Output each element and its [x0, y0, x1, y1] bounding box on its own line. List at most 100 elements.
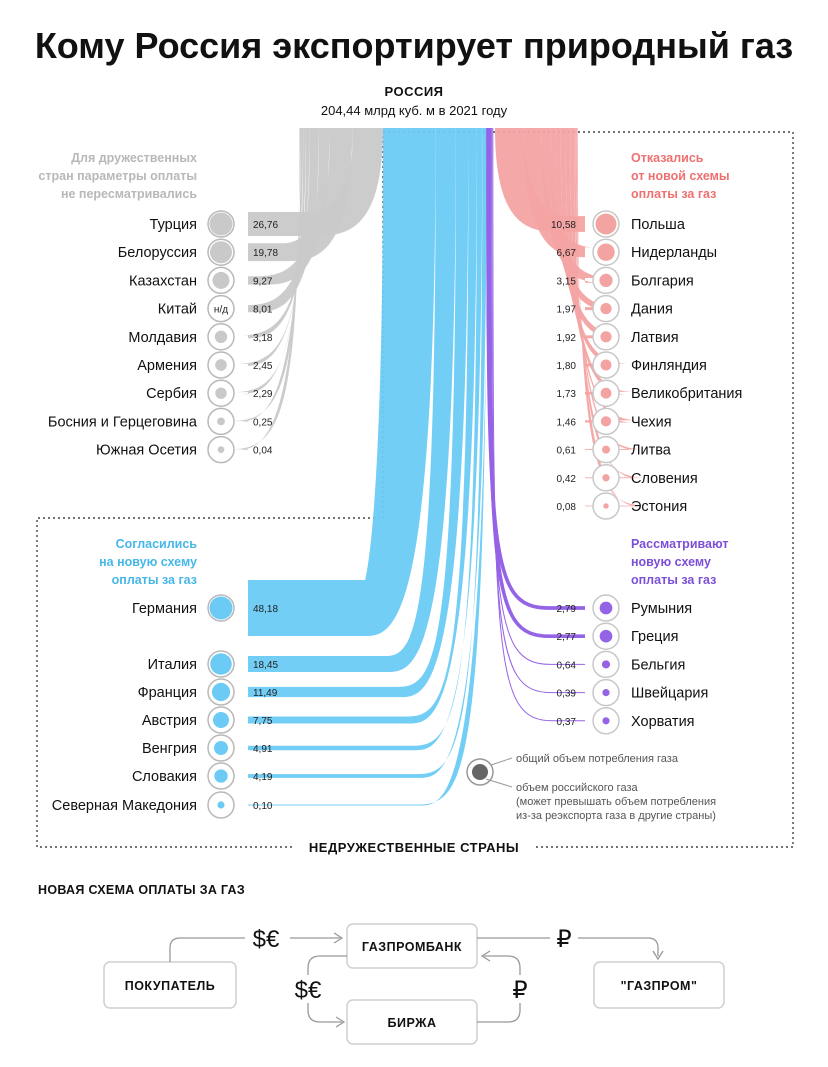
value-label: 0,08	[557, 502, 577, 513]
considering-note-line: Рассматривают	[631, 537, 728, 551]
country-label: Казахстан	[129, 273, 197, 289]
import-circle	[600, 302, 612, 315]
country-label: Литва	[631, 443, 672, 459]
country-label: Нидерланды	[631, 245, 717, 261]
value-label: 2,45	[253, 361, 273, 372]
value-label: 0,37	[557, 717, 577, 728]
legend-inner-label: из-за реэкспорта газа в другие страны)	[516, 810, 716, 822]
legend-leader	[485, 778, 513, 788]
bank-label: ГАЗПРОМБАНК	[362, 940, 462, 954]
flow-agreed	[248, 128, 488, 806]
country-label: Сербия	[146, 386, 197, 402]
value-label: 2,77	[557, 632, 577, 643]
import-circle	[209, 212, 233, 236]
unfriendly-label: НЕДРУЖЕСТВЕННЫЕ СТРАНЫ	[309, 840, 519, 855]
import-circle	[600, 387, 612, 399]
unfriendly-label-bg	[293, 838, 535, 856]
value-label: 18,45	[253, 660, 278, 671]
flow-friendly	[248, 128, 319, 313]
import-circle	[209, 596, 233, 620]
friendly-note-line: Для дружественных	[71, 151, 197, 165]
country-label: Германия	[132, 601, 197, 617]
import-circle	[215, 387, 227, 399]
agreed-note: Согласились на новую схему оплаты за газ	[99, 537, 197, 587]
country-label: Бельгия	[631, 657, 685, 673]
arrowhead	[335, 1016, 346, 1028]
country-label: Армения	[137, 358, 197, 374]
flow-considering	[487, 127, 585, 639]
value-label: 19,78	[253, 248, 278, 259]
value-label: 9,27	[253, 276, 273, 287]
legend-leader	[490, 757, 513, 766]
refused-note-line: от новой схемы	[631, 169, 730, 183]
country-label: Белоруссия	[118, 245, 197, 261]
country-label: Турция	[150, 217, 197, 233]
arrow-bank-to-exchange	[307, 955, 347, 975]
buyer-label: ПОКУПАТЕЛЬ	[125, 979, 216, 993]
value-label: 1,46	[557, 417, 577, 428]
value-label: 0,61	[557, 446, 577, 457]
value-label: 48,18	[253, 604, 278, 615]
value-label: 4,19	[253, 772, 273, 783]
value-label: 1,97	[557, 305, 577, 316]
country-label: Австрия	[142, 713, 197, 729]
flow-refused	[523, 128, 594, 258]
country-label: Молдавия	[128, 330, 197, 346]
legend-inner-circle	[472, 764, 488, 780]
friendly-note-line: не пересматривались	[61, 187, 197, 201]
import-circle	[212, 711, 230, 729]
import-circle	[214, 741, 228, 755]
currency-foreign-label: $€	[295, 977, 322, 1004]
import-circle	[602, 717, 610, 725]
value-label: 0,42	[557, 474, 577, 485]
import-circle	[211, 682, 231, 702]
value-label: 7,75	[253, 716, 273, 727]
import-circle	[599, 629, 613, 643]
country-label: Босния и Герцеговина	[48, 414, 198, 430]
payment-scheme: НОВАЯ СХЕМА ОПЛАТЫ ЗА ГАЗ ПОКУПАТЕЛЬ ГАЗ…	[38, 883, 725, 1045]
import-circle	[602, 688, 610, 697]
country-label: Болгария	[631, 273, 694, 289]
country-label: Великобритания	[631, 386, 742, 402]
country-label: Латвия	[631, 330, 679, 346]
exchange-label: БИРЖА	[388, 1016, 437, 1030]
value-label: 0,10	[253, 801, 273, 812]
country-label: Дания	[631, 302, 673, 318]
flow-friendly	[248, 128, 353, 262]
country-label: Словения	[631, 471, 698, 487]
friendly-note-line: стран параметры оплаты	[38, 169, 197, 183]
arrowhead	[652, 950, 664, 961]
currency-rub-label: ₽	[556, 926, 571, 953]
source-name: РОССИЯ	[384, 84, 443, 99]
country-label: Хорватия	[631, 714, 695, 730]
flow-refused	[495, 128, 585, 232]
import-circle	[209, 241, 233, 264]
import-circle	[600, 359, 612, 371]
arrow-exchange-to-bank	[477, 1003, 521, 1023]
flow-friendly	[248, 128, 383, 236]
legend-inner-label: (может превышать объем потребления	[516, 796, 716, 808]
refused-note: Отказались от новой схемы оплаты за газ	[631, 151, 730, 201]
flow-friendly	[233, 128, 304, 395]
arrow-buyer-to-bank	[169, 937, 245, 962]
country-label: Китай	[158, 302, 197, 318]
flow-agreed	[248, 128, 436, 636]
country-label: Швейцария	[631, 686, 708, 702]
import-circle	[602, 474, 610, 482]
import-circle	[600, 331, 612, 343]
value-label: 0,25	[253, 417, 273, 428]
page-title: Кому Россия экспортирует природный газ	[35, 25, 793, 66]
considering-note-line: оплаты за газ	[631, 573, 716, 587]
currency-rub-label: ₽	[512, 977, 527, 1004]
value-label: 11,49	[253, 688, 278, 699]
considering-note: Рассматривают новую схему оплаты за газ	[631, 537, 728, 587]
country-label: Румыния	[631, 601, 692, 617]
value-label: 0,04	[253, 446, 273, 457]
import-circle	[603, 503, 609, 509]
agreed-note-line: оплаты за газ	[112, 573, 197, 587]
country-label: Италия	[148, 657, 197, 673]
arrow-exchange-to-bank	[484, 955, 521, 975]
value-label: 6,67	[557, 248, 577, 259]
value-label: 4,91	[253, 744, 273, 755]
flow-considering	[492, 127, 585, 722]
